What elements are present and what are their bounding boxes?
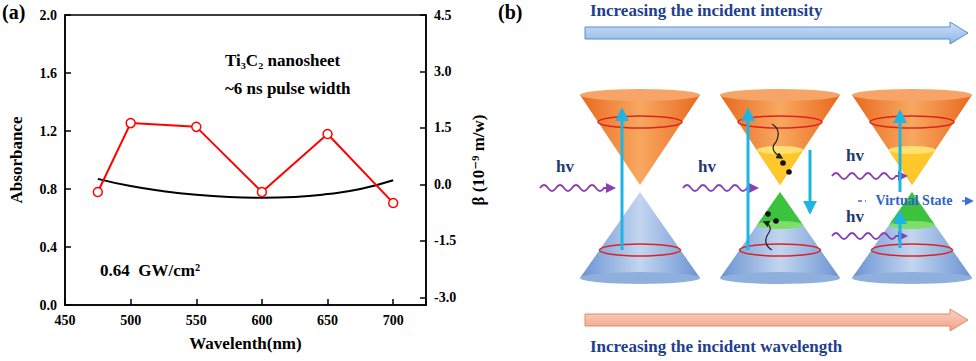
svg-text:700: 700	[383, 313, 404, 328]
svg-text:hv: hv	[556, 157, 574, 176]
svg-text:2.0: 2.0	[40, 8, 58, 23]
svg-text:Increasing the incident intens: Increasing the incident intensity	[590, 1, 823, 20]
svg-text:(b): (b)	[498, 1, 522, 24]
svg-text:450: 450	[55, 313, 76, 328]
svg-text:550: 550	[186, 313, 207, 328]
svg-text:Wavelenth(nm): Wavelenth(nm)	[189, 334, 301, 353]
svg-text:0.64 GW/cm²: 0.64 GW/cm²	[100, 261, 200, 280]
svg-text:600: 600	[251, 313, 272, 328]
svg-text:Ti₃C₂ nanosheet: Ti₃C₂ nanosheet	[225, 51, 341, 70]
svg-text:650: 650	[317, 313, 338, 328]
svg-text:-1.5: -1.5	[434, 233, 456, 248]
svg-text:Virtual State: Virtual State	[876, 193, 953, 208]
svg-text:hv: hv	[846, 146, 864, 165]
svg-text:1.6: 1.6	[40, 66, 58, 81]
svg-text:-3.0: -3.0	[434, 290, 456, 305]
svg-text:~6 ns pulse width: ~6 ns pulse width	[225, 79, 351, 98]
svg-text:0.0: 0.0	[40, 298, 58, 313]
svg-text:Absorbance: Absorbance	[7, 116, 26, 203]
svg-text:4.5: 4.5	[434, 8, 452, 23]
svg-text:500: 500	[120, 313, 141, 328]
svg-text:0.8: 0.8	[40, 182, 58, 197]
svg-text:(a): (a)	[2, 1, 25, 24]
svg-text:Increasing the incident wavele: Increasing the incident wavelength	[590, 337, 843, 356]
svg-text:3.0: 3.0	[434, 64, 452, 79]
svg-text:hv: hv	[698, 157, 716, 176]
svg-text:β (10⁻⁹ m/w): β (10⁻⁹ m/w)	[469, 114, 488, 205]
svg-text:1.2: 1.2	[40, 124, 58, 139]
svg-text:1.5: 1.5	[434, 120, 452, 135]
svg-text:hv: hv	[846, 207, 864, 226]
svg-text:0.0: 0.0	[434, 177, 452, 192]
svg-text:0.4: 0.4	[40, 240, 58, 255]
